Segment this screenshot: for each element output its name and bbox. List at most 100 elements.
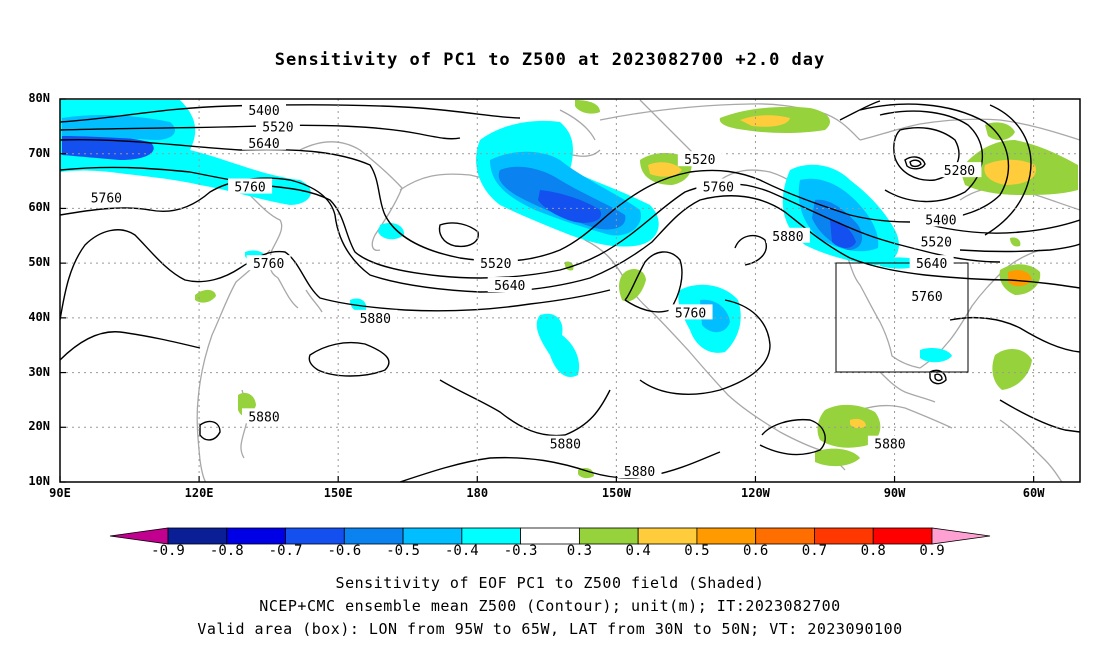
x-tick-label: 120E xyxy=(184,486,214,500)
contour-label: 5520 xyxy=(480,257,511,272)
colorbar-label: -0.5 xyxy=(386,543,420,559)
contour-label-bg xyxy=(242,408,286,424)
contour-label: 5760 xyxy=(675,306,706,321)
colorbar-label: 0.8 xyxy=(860,543,886,559)
contour-label: 5880 xyxy=(874,438,905,453)
caption-line-2: NCEP+CMC ensemble mean Z500 (Contour); u… xyxy=(259,597,841,615)
contour-label: 5640 xyxy=(248,137,279,152)
colorbar-label: -0.4 xyxy=(444,543,479,559)
shade-arctic-2 xyxy=(575,100,600,114)
colorbar-label: 0.3 xyxy=(566,543,593,559)
contour-label-bg xyxy=(84,189,129,205)
colorbar-max-triangle xyxy=(931,527,991,545)
map-title: Sensitivity of PC1 to Z500 at 2023082700… xyxy=(274,50,826,70)
contour-label: 5760 xyxy=(911,290,942,305)
contour-label: 5880 xyxy=(360,312,391,327)
shade-nova-core xyxy=(1008,270,1032,287)
contour-label-bg xyxy=(765,227,810,243)
shade-arctic-core xyxy=(740,115,790,127)
colorbar-swatch xyxy=(402,527,463,545)
contour-label-bg xyxy=(914,233,959,249)
contour-label-bg xyxy=(867,435,912,451)
y-tick-label: 40N xyxy=(28,309,50,324)
colorbar-label: 0.5 xyxy=(684,543,710,559)
caption-line-1: Sensitivity of EOF PC1 to Z500 field (Sh… xyxy=(335,574,765,592)
shade-greenland-core xyxy=(984,159,1036,185)
colorbar-swatch xyxy=(285,527,345,545)
colorbar-swatch xyxy=(755,527,815,545)
contour-label: 5880 xyxy=(624,465,655,480)
axis-ticks xyxy=(59,98,1035,483)
contour-label-bg xyxy=(242,134,286,150)
contour-label: 5880 xyxy=(550,438,581,453)
shade-gulf xyxy=(817,404,881,448)
shade-small-5 xyxy=(920,348,952,363)
contour-label-bg xyxy=(677,151,722,167)
colorbar xyxy=(109,527,991,545)
shade-greenland-north xyxy=(985,122,1015,141)
shade-alaska-core xyxy=(648,162,682,177)
contour-label: 5760 xyxy=(703,181,734,196)
shade-bermuda xyxy=(992,348,1032,390)
colorbar-label: 0.6 xyxy=(743,543,769,559)
colorbar-swatch xyxy=(696,527,757,545)
y-tick-label: 60N xyxy=(28,200,50,215)
shade-bering-deep xyxy=(538,190,602,223)
gridlines xyxy=(60,99,1080,482)
contour-label: 5760 xyxy=(91,191,122,206)
plot-frame xyxy=(59,98,1081,483)
shade-small-green xyxy=(1010,237,1021,247)
colorbar-swatch xyxy=(637,527,698,545)
colorbar-swatch xyxy=(578,527,639,545)
colorbar-swatch xyxy=(872,527,933,545)
x-tick-label: 150W xyxy=(601,486,631,500)
shade-small-1 xyxy=(378,223,405,240)
contour-label-bg xyxy=(918,211,963,227)
contour-label: 5400 xyxy=(925,213,956,228)
contour-label-bg xyxy=(905,287,949,303)
contour-label-bg xyxy=(617,463,662,479)
y-tick-label: 10N xyxy=(28,474,50,488)
colorbar-min-triangle xyxy=(109,527,169,545)
colorbar-swatch xyxy=(226,527,286,545)
colorbar-label: -0.7 xyxy=(268,543,303,559)
contour-label-bg xyxy=(668,304,713,320)
x-tick-label: 60W xyxy=(1022,486,1045,500)
contour-label: 5640 xyxy=(916,257,947,272)
contour-label-bg xyxy=(487,277,532,293)
contour-label-bg xyxy=(255,118,300,134)
x-tick-label: 90E xyxy=(49,486,71,500)
contour-label: 5400 xyxy=(248,104,279,119)
contour-label-bg xyxy=(696,178,741,194)
contour-label-bg xyxy=(473,255,518,271)
contour-label: 5280 xyxy=(944,164,975,179)
y-tick-label: 30N xyxy=(28,364,50,379)
contour-label: 5520 xyxy=(921,235,952,250)
contour-label-bg xyxy=(909,255,954,271)
y-tick-label: 50N xyxy=(28,255,50,270)
contour-label: 5760 xyxy=(234,181,265,196)
colorbar-swatch xyxy=(520,527,580,545)
colorbar-swatch xyxy=(343,527,404,545)
contour-label-bg xyxy=(228,178,273,194)
contour-label: 5520 xyxy=(262,120,293,135)
contour-label: 5760 xyxy=(253,257,284,272)
caption-line-3: Valid area (box): LON from 95W to 65W, L… xyxy=(197,620,903,638)
shade-gulf-core xyxy=(850,418,866,429)
colorbar-label: -0.6 xyxy=(327,543,362,559)
shade-canada-deep xyxy=(830,220,856,248)
shade-tropic xyxy=(578,468,594,479)
colorbar-label: -0.9 xyxy=(151,543,185,559)
shade-caribbean xyxy=(815,448,860,467)
x-tick-label: 150E xyxy=(323,486,353,500)
colorbar-label: 0.4 xyxy=(625,543,651,559)
contour-label-bg xyxy=(242,101,286,117)
contour-label-bg xyxy=(937,162,982,178)
contour-label-bg xyxy=(246,255,291,271)
y-tick-label: 80N xyxy=(28,91,50,105)
colorbar-label: 0.7 xyxy=(801,543,828,559)
contour-label-bg xyxy=(543,435,588,451)
colorbar-label: -0.8 xyxy=(209,543,244,559)
x-tick-label: 120W xyxy=(741,486,770,500)
